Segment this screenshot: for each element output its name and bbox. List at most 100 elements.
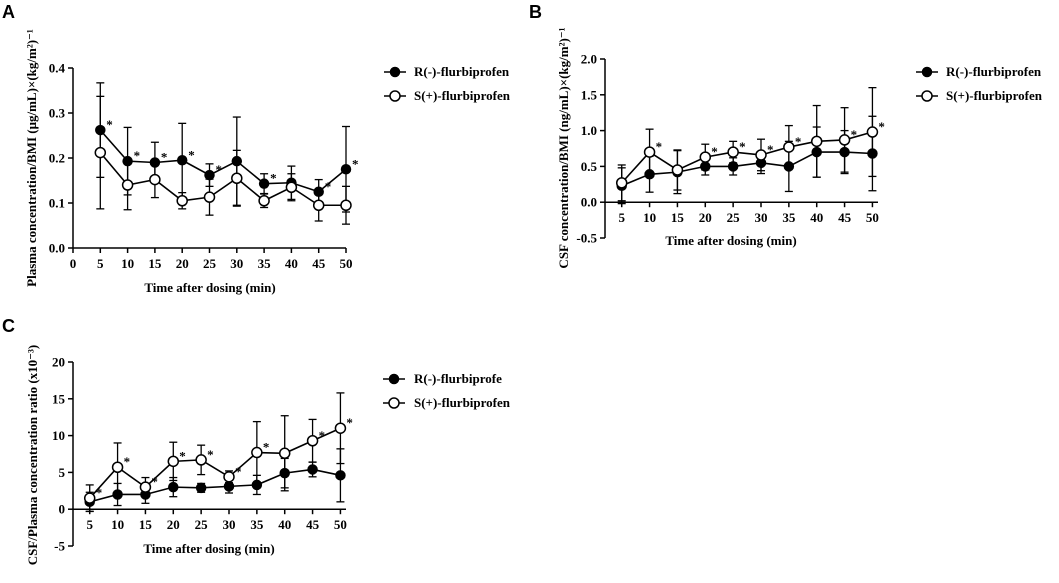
data-point-s [149, 173, 161, 186]
data-point-r [112, 489, 123, 500]
x-tick-label: 20 [167, 517, 180, 532]
data-point-s [285, 181, 298, 193]
x-tick-label: 25 [195, 517, 209, 532]
significance-star: * [346, 415, 353, 430]
data-point-s [783, 141, 795, 153]
data-point-r [149, 157, 161, 168]
panel-a-x-axis-label: Time after dosing (min) [144, 280, 275, 295]
significance-star: * [270, 171, 277, 186]
data-point-s [340, 199, 352, 211]
significance-star: * [179, 448, 186, 463]
data-point-s [615, 177, 628, 189]
y-tick-label: 0.5 [581, 159, 598, 174]
legend-label-r-flurbiprofen: R(-)-flurbiprofen [414, 64, 510, 79]
data-point-s [334, 422, 347, 434]
panel-letter-b: B [529, 2, 542, 22]
y-tick-label: 0.0 [49, 241, 65, 256]
panel-c-legend: R(-)-flurbiprofe S(+)-flurbiprofen [383, 371, 511, 410]
x-tick-label: 10 [111, 517, 124, 532]
data-point-s [643, 146, 656, 158]
significance-star: * [124, 454, 131, 469]
x-tick-label: 35 [782, 210, 796, 225]
x-tick-label: 30 [755, 210, 768, 225]
data-point-r [727, 161, 739, 172]
data-point-r [223, 481, 235, 492]
series-line-r [99, 129, 347, 193]
data-point-s [278, 447, 291, 460]
series-line-s [99, 152, 346, 207]
data-point-r [811, 146, 822, 158]
data-point-r [176, 155, 188, 166]
data-point-s [810, 135, 823, 148]
legend-marker-filled [388, 373, 400, 385]
legend-label-r-flurbiprofen: R(-)-flurbiprofen [946, 64, 1042, 79]
data-point-r [867, 148, 878, 159]
significance-star: * [161, 150, 168, 165]
legend-marker-filled [921, 66, 933, 78]
x-tick-label: 45 [838, 210, 852, 225]
x-tick-label: 5 [618, 210, 625, 225]
data-point-r [195, 482, 207, 494]
legend-label-s-flurbiprofen: S(+)-flurbiprofen [946, 88, 1043, 103]
data-point-r [335, 470, 346, 481]
x-tick-label: 25 [727, 210, 741, 225]
significance-star: * [711, 144, 718, 159]
legend-label-r-flurbiprofe: R(-)-flurbiprofe [414, 371, 502, 386]
y-tick-label: 1.5 [581, 87, 598, 102]
panel-letter-c: C [2, 316, 15, 336]
significance-star: * [151, 474, 158, 489]
significance-star: * [795, 134, 802, 149]
y-tick-label: 0.3 [49, 106, 66, 121]
x-tick-label: 5 [97, 256, 104, 271]
significance-star: * [878, 119, 885, 134]
data-point-r [340, 164, 352, 175]
significance-star: * [106, 117, 113, 132]
significance-star: * [319, 428, 326, 443]
x-tick-label: 40 [278, 517, 291, 532]
data-point-r [251, 479, 263, 491]
data-point-s [251, 446, 263, 459]
x-tick-label: 30 [230, 256, 243, 271]
x-tick-label: 15 [139, 517, 153, 532]
x-tick-label: 20 [176, 256, 189, 271]
x-tick-label: 10 [643, 210, 656, 225]
significance-star: * [851, 127, 858, 142]
significance-star: * [767, 142, 774, 157]
data-point-r [168, 481, 179, 493]
panel-b-chart: -0.5 0.0 0.5 1.0 1.5 2.0 5 10 15 20 25 30 35 40 45 50 * *… [556, 27, 1043, 268]
significance-star: * [96, 485, 103, 500]
panel-a-legend: R(-)-flurbiprofen S(+)-flurbiprofen [384, 64, 511, 103]
data-point-s [755, 149, 767, 161]
data-point-r [122, 155, 133, 167]
series-line-r [621, 151, 873, 187]
panel-a-plot: 0.0 0.1 0.2 0.3 0.4 0 5 10 15 20 25 30 35 40 45 50 * * * * *… [49, 61, 359, 272]
y-tick-label: 0.2 [49, 151, 65, 166]
data-point-s [306, 435, 319, 447]
panel-b-y-axis-label: CSF concentration/BMI (ng/mL)×(kg/m²)⁻¹ [556, 27, 571, 268]
data-point-r [95, 124, 106, 136]
x-tick-label: 50 [334, 517, 347, 532]
y-tick-label: 2.0 [581, 52, 597, 67]
data-point-r [700, 161, 711, 172]
x-tick-label: 35 [250, 517, 264, 532]
data-point-s [312, 199, 325, 211]
data-point-r [231, 155, 243, 167]
x-tick-label: 15 [671, 210, 685, 225]
y-tick-label: -5 [54, 539, 65, 554]
y-tick-label: 0.4 [49, 61, 66, 76]
data-point-s [671, 164, 684, 176]
x-tick-label: 50 [866, 210, 879, 225]
x-tick-label: 45 [306, 517, 320, 532]
data-point-s [258, 195, 270, 207]
legend-marker-filled [389, 66, 401, 78]
significance-star: * [656, 139, 663, 154]
legend-marker-open [389, 90, 401, 102]
data-point-s [231, 172, 243, 184]
data-point-s [195, 454, 207, 466]
data-point-s [727, 146, 739, 158]
x-tick-label: 40 [810, 210, 823, 225]
y-tick-label: 0 [59, 502, 66, 517]
series-line-s [621, 131, 873, 184]
x-tick-label: 20 [699, 210, 712, 225]
